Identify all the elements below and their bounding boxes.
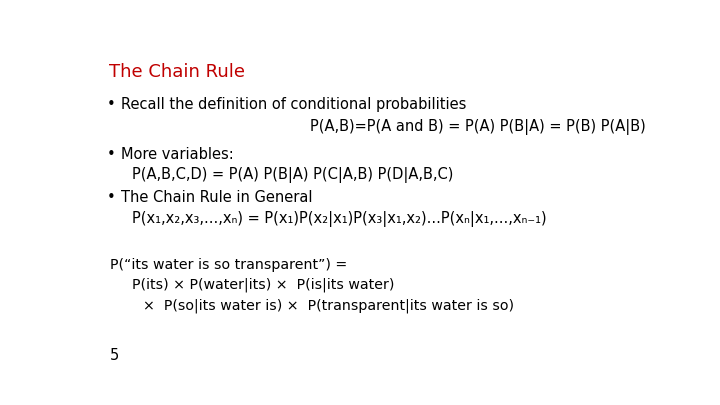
Text: •: •	[107, 190, 115, 205]
Text: P(A,B,C,D) = P(A) P(B|A) P(C|A,B) P(D|A,B,C): P(A,B,C,D) = P(A) P(B|A) P(C|A,B) P(D|A,…	[132, 167, 453, 183]
Text: •: •	[107, 147, 115, 162]
Text: ×  P(so|its water is) ×  P(transparent|its water is so): × P(so|its water is) × P(transparent|its…	[143, 298, 514, 313]
Text: Recall the definition of conditional probabilities: Recall the definition of conditional pro…	[121, 97, 466, 112]
Text: The Chain Rule in General: The Chain Rule in General	[121, 190, 312, 205]
Text: More variables:: More variables:	[121, 147, 233, 162]
Text: 5: 5	[109, 348, 119, 363]
Text: P(A,B)=P(A and B) = P(A) P(B|A) = P(B) P(A|B): P(A,B)=P(A and B) = P(A) P(B|A) = P(B) P…	[310, 119, 646, 135]
Text: The Chain Rule: The Chain Rule	[109, 63, 245, 81]
Text: P(x₁,x₂,x₃,...,xₙ) = P(x₁)P(x₂|x₁)P(x₃|x₁,x₂)...P(xₙ|x₁,...,xₙ₋₁): P(x₁,x₂,x₃,...,xₙ) = P(x₁)P(x₂|x₁)P(x₃|x…	[132, 211, 546, 227]
Text: P(“its water is so transparent”) =: P(“its water is so transparent”) =	[109, 258, 347, 271]
Text: P(its) × P(water|its) ×  P(is|its water): P(its) × P(water|its) × P(is|its water)	[132, 278, 395, 292]
Text: •: •	[107, 97, 115, 112]
